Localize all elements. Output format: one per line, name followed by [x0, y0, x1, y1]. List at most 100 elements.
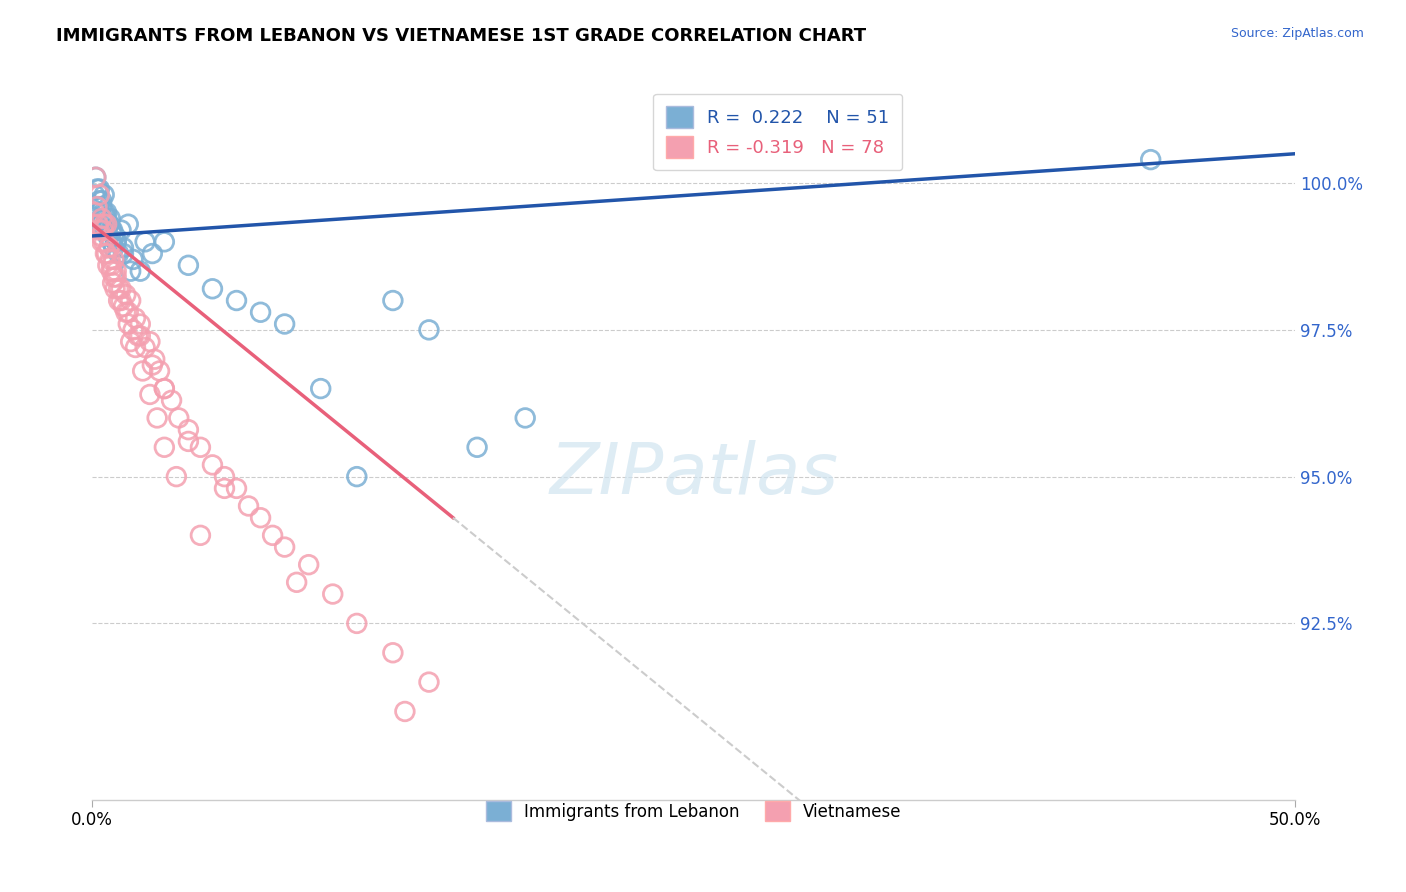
- Point: [93, 217, 115, 231]
- Point: [214, 469, 236, 483]
- Point: [86, 205, 108, 219]
- Point: [90, 211, 112, 226]
- Point: [90, 200, 112, 214]
- Point: [418, 323, 440, 337]
- Point: [89, 223, 111, 237]
- Point: [515, 411, 537, 425]
- Point: [86, 200, 108, 214]
- Point: [100, 235, 122, 249]
- Point: [96, 205, 118, 219]
- Point: [89, 182, 111, 196]
- Point: [129, 328, 152, 343]
- Point: [120, 334, 142, 349]
- Point: [103, 241, 125, 255]
- Point: [122, 323, 145, 337]
- Point: [346, 616, 368, 631]
- Point: [129, 264, 152, 278]
- Point: [103, 252, 125, 267]
- Point: [124, 341, 146, 355]
- Text: IMMIGRANTS FROM LEBANON VS VIETNAMESE 1ST GRADE CORRELATION CHART: IMMIGRANTS FROM LEBANON VS VIETNAMESE 1S…: [56, 27, 866, 45]
- Point: [112, 299, 135, 313]
- Point: [105, 264, 128, 278]
- Point: [129, 317, 152, 331]
- Point: [153, 440, 176, 454]
- Point: [249, 510, 271, 524]
- Point: [90, 229, 112, 244]
- Point: [381, 293, 404, 308]
- Point: [94, 246, 117, 260]
- Point: [131, 364, 153, 378]
- Point: [201, 458, 224, 472]
- Point: [134, 235, 156, 249]
- Point: [98, 252, 121, 267]
- Point: [309, 382, 332, 396]
- Point: [115, 287, 138, 301]
- Point: [177, 258, 200, 272]
- Point: [115, 305, 138, 319]
- Point: [89, 187, 111, 202]
- Point: [190, 440, 212, 454]
- Point: [177, 434, 200, 449]
- Point: [107, 282, 129, 296]
- Point: [103, 229, 125, 244]
- Point: [84, 170, 107, 185]
- Point: [346, 469, 368, 483]
- Point: [97, 258, 120, 272]
- Point: [165, 469, 187, 483]
- Point: [105, 235, 128, 249]
- Point: [225, 293, 247, 308]
- Point: [394, 705, 416, 719]
- Point: [105, 270, 128, 285]
- Point: [105, 235, 128, 249]
- Point: [1139, 153, 1161, 167]
- Point: [112, 246, 135, 260]
- Point: [249, 305, 271, 319]
- Point: [83, 205, 105, 219]
- Point: [190, 528, 212, 542]
- Point: [104, 282, 127, 296]
- Point: [139, 334, 162, 349]
- Point: [107, 293, 129, 308]
- Point: [160, 393, 183, 408]
- Point: [465, 440, 488, 454]
- Point: [90, 217, 112, 231]
- Point: [91, 223, 114, 237]
- Point: [381, 646, 404, 660]
- Point: [418, 675, 440, 690]
- Point: [98, 217, 121, 231]
- Point: [177, 423, 200, 437]
- Point: [93, 205, 115, 219]
- Point: [120, 293, 142, 308]
- Point: [153, 235, 176, 249]
- Point: [153, 382, 176, 396]
- Point: [285, 575, 308, 590]
- Point: [93, 187, 115, 202]
- Point: [100, 223, 122, 237]
- Point: [101, 223, 124, 237]
- Point: [96, 217, 118, 231]
- Point: [87, 200, 110, 214]
- Point: [96, 246, 118, 260]
- Point: [148, 364, 170, 378]
- Point: [89, 194, 111, 208]
- Point: [94, 223, 117, 237]
- Point: [86, 182, 108, 196]
- Point: [146, 411, 169, 425]
- Point: [153, 382, 176, 396]
- Point: [117, 317, 139, 331]
- Point: [134, 341, 156, 355]
- Point: [101, 276, 124, 290]
- Point: [103, 270, 125, 285]
- Point: [110, 223, 132, 237]
- Point: [167, 411, 190, 425]
- Point: [110, 293, 132, 308]
- Point: [83, 187, 105, 202]
- Point: [87, 217, 110, 231]
- Point: [112, 241, 135, 255]
- Text: ZIPatlas: ZIPatlas: [550, 440, 838, 509]
- Point: [273, 317, 295, 331]
- Point: [93, 235, 115, 249]
- Point: [100, 258, 122, 272]
- Point: [100, 264, 122, 278]
- Point: [225, 482, 247, 496]
